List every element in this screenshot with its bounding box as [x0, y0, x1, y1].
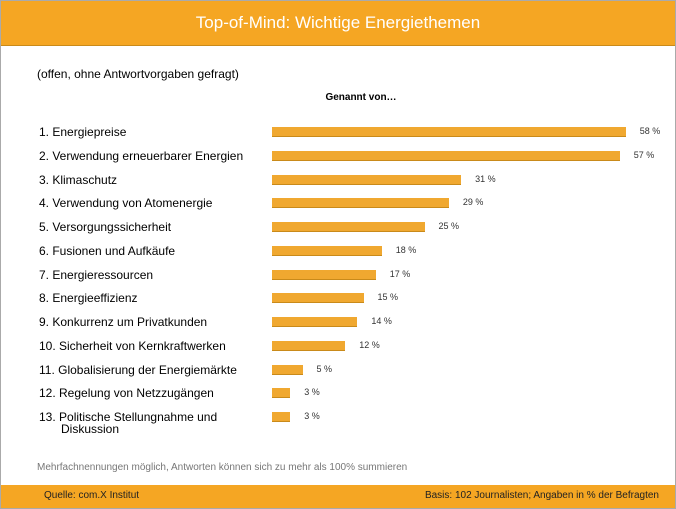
category-label: 3. Klimaschutz — [39, 172, 118, 187]
subtitle: (offen, ohne Antwortvorgaben gefragt) — [37, 67, 239, 81]
category-label: 13. Politische Stellungnahme und Diskuss… — [39, 410, 218, 436]
bar — [272, 222, 425, 232]
value-label: 57 % — [633, 149, 655, 160]
bar — [272, 245, 382, 256]
chart-title: Top-of-Mind: Wichtige Energiethemen — [195, 13, 481, 32]
value-label: 58 % — [639, 126, 661, 136]
basis: Basis: 102 Journalisten; Angaben in % de… — [424, 490, 659, 501]
category-label: 1. Energiepreise — [39, 125, 127, 139]
bar — [272, 412, 291, 422]
category-label: 2. Verwendung erneuerbarer Energien — [39, 148, 244, 163]
category-label: 4. Verwendung von Atomenergie — [39, 196, 213, 211]
category-label: 11. Globalisierung der Energiemärkte — [39, 362, 237, 377]
value-label: 15 % — [377, 292, 399, 303]
category-label: 9. Konkurrenz um Privatkunden — [39, 315, 208, 329]
value-label: 18 % — [395, 244, 417, 255]
value-label: 29 % — [462, 197, 484, 208]
category-label: 10. Sicherheit von Kernkraftwerken — [39, 338, 226, 353]
value-label: 17 % — [389, 268, 411, 279]
bar — [272, 174, 462, 185]
value-label: 25 % — [438, 221, 460, 231]
value-label: 12 % — [359, 339, 380, 350]
footer-bar — [1, 485, 675, 508]
bar — [272, 198, 449, 209]
value-label: 3 % — [304, 411, 320, 421]
bar — [272, 127, 626, 137]
bar — [272, 340, 346, 351]
category-label: 5. Versorgungssicherheit — [39, 220, 172, 234]
value-header: Genannt von… — [325, 92, 397, 103]
value-label: 31 % — [475, 173, 496, 184]
value-label: 3 % — [304, 387, 320, 398]
footnote: Mehrfachnennungen möglich, Antworten kön… — [37, 462, 408, 473]
header-bar — [1, 1, 675, 46]
source: Quelle: com.X Institut — [44, 490, 140, 501]
bar — [272, 150, 620, 161]
bar — [272, 388, 291, 399]
value-label: 14 % — [371, 316, 392, 326]
bar — [272, 364, 303, 375]
bar — [272, 269, 376, 280]
value-label: 5 % — [316, 363, 333, 374]
category-label: 7. Energieressourcen — [39, 267, 154, 282]
bar — [272, 317, 358, 327]
category-label: 12. Regelung von Netzzugängen — [39, 386, 214, 401]
category-label: 8. Energieeffizienz — [39, 291, 138, 306]
category-label: 6. Fusionen und Aufkäufe — [39, 243, 176, 258]
bar — [272, 293, 364, 304]
